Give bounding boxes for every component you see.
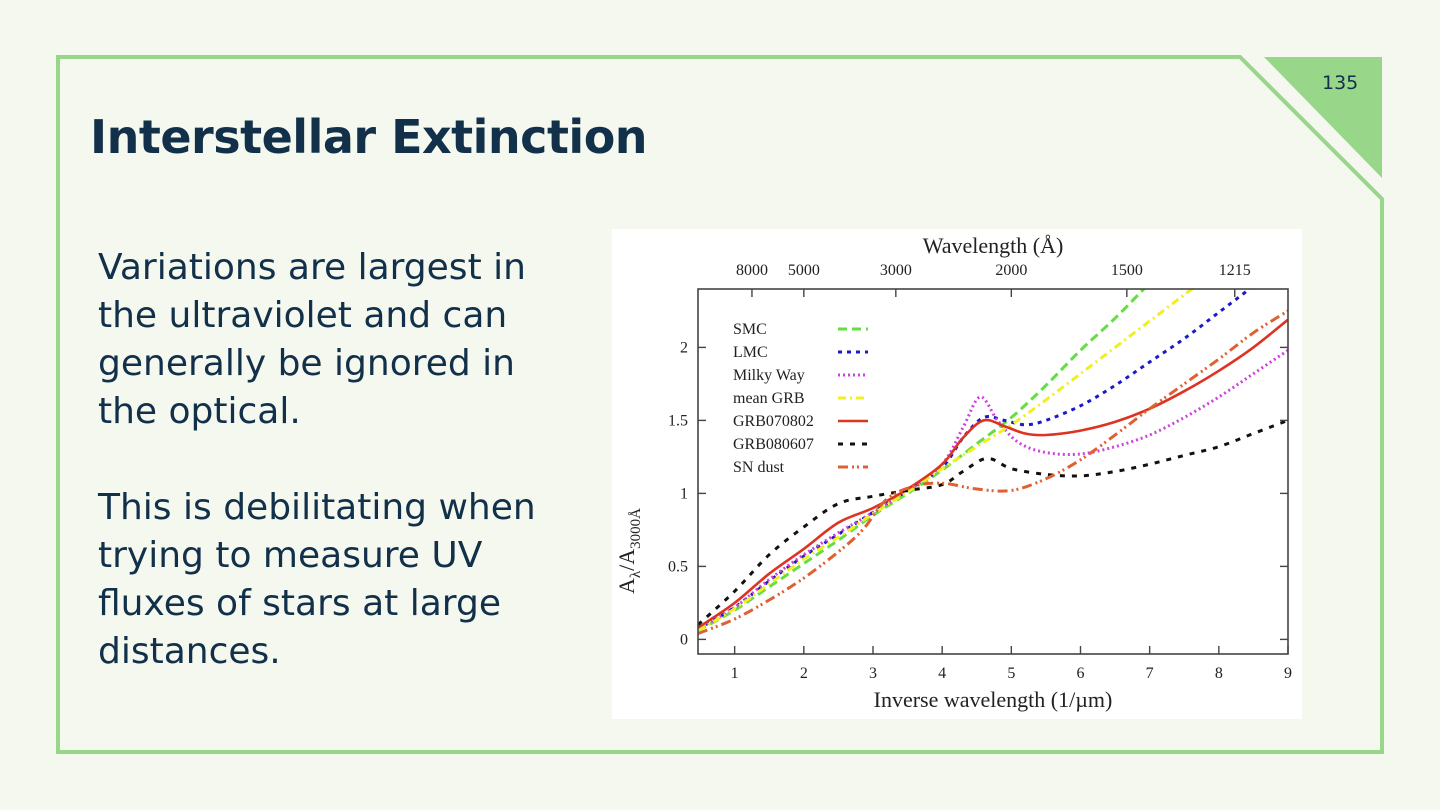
top-tick-label: 1215 xyxy=(1219,262,1251,279)
top-tick-label: 1500 xyxy=(1111,262,1143,279)
x-tick-label: 4 xyxy=(938,665,946,682)
y-tick-label: 1 xyxy=(680,485,688,502)
legend-label: Milky Way xyxy=(733,367,805,384)
legend-label: GRB080607 xyxy=(733,436,814,453)
x-tick-label: 9 xyxy=(1284,665,1292,682)
paragraph-2: This is debilitating when trying to meas… xyxy=(98,487,536,672)
x-tick-label: 8 xyxy=(1215,665,1223,682)
series-line-grb080607 xyxy=(698,418,1288,626)
legend-label: SMC xyxy=(733,321,767,338)
y-axis-title-mid: /A xyxy=(614,549,639,571)
corner-triangle xyxy=(1264,57,1382,178)
x-tick-label: 7 xyxy=(1146,665,1154,682)
y-tick-label: 0.5 xyxy=(668,558,688,575)
x-axis-title: Inverse wavelength (1/µm) xyxy=(874,687,1113,712)
chart-svg: Wavelength (Å) Inverse wavelength (1/µm)… xyxy=(614,233,1292,712)
y-axis-title-sub1: λ xyxy=(628,570,644,578)
content-border xyxy=(56,55,1384,754)
x-tick-label: 1 xyxy=(731,665,739,682)
paragraph-1: Variations are largest in the ultraviole… xyxy=(98,247,526,432)
top-tick-label: 3000 xyxy=(880,262,912,279)
y-axis-title-sub2: 3000Å xyxy=(628,508,644,549)
legend-label: SN dust xyxy=(733,459,785,476)
body-text: Variations are largest in the ultraviole… xyxy=(98,244,568,724)
plot-frame xyxy=(697,288,1289,655)
series-lines xyxy=(698,289,1288,635)
series-line-mean-grb xyxy=(698,289,1195,632)
top-tick-label: 8000 xyxy=(736,262,768,279)
x-tick-label: 3 xyxy=(869,665,877,682)
series-line-sn-dust xyxy=(698,309,1288,635)
y-axis-title-main: A xyxy=(614,578,639,594)
x-tick-label: 2 xyxy=(800,665,808,682)
x-tick-label: 6 xyxy=(1076,665,1084,682)
top-tick-label: 2000 xyxy=(995,262,1027,279)
y-tick-label: 2 xyxy=(680,339,688,356)
legend-label: mean GRB xyxy=(733,390,805,407)
plot-area: 1 2 3 4 5 6 7 8 9 0 0.5 1 1.5 2 8000 5000 3000 2000 1500 12… xyxy=(668,262,1292,682)
y-tick-label: 0 xyxy=(680,631,688,648)
slide-title: Interstellar Extinction xyxy=(90,110,648,164)
series-line-smc xyxy=(698,289,1146,632)
series-line-lmc xyxy=(698,289,1253,631)
series-line-milky-way xyxy=(698,349,1288,631)
series-line-grb070802 xyxy=(698,318,1288,629)
x-tick-label: 5 xyxy=(1007,665,1015,682)
top-axis-title: Wavelength (Å) xyxy=(923,233,1064,258)
legend-label: LMC xyxy=(733,344,768,361)
extinction-chart: Wavelength (Å) Inverse wavelength (1/µm)… xyxy=(612,229,1302,719)
legend-label: GRB070802 xyxy=(733,413,814,430)
top-tick-label: 5000 xyxy=(788,262,820,279)
y-tick-label: 1.5 xyxy=(668,412,688,429)
page-number: 135 xyxy=(1322,72,1359,94)
y-axis-title: Aλ/A3000Å xyxy=(614,508,644,594)
